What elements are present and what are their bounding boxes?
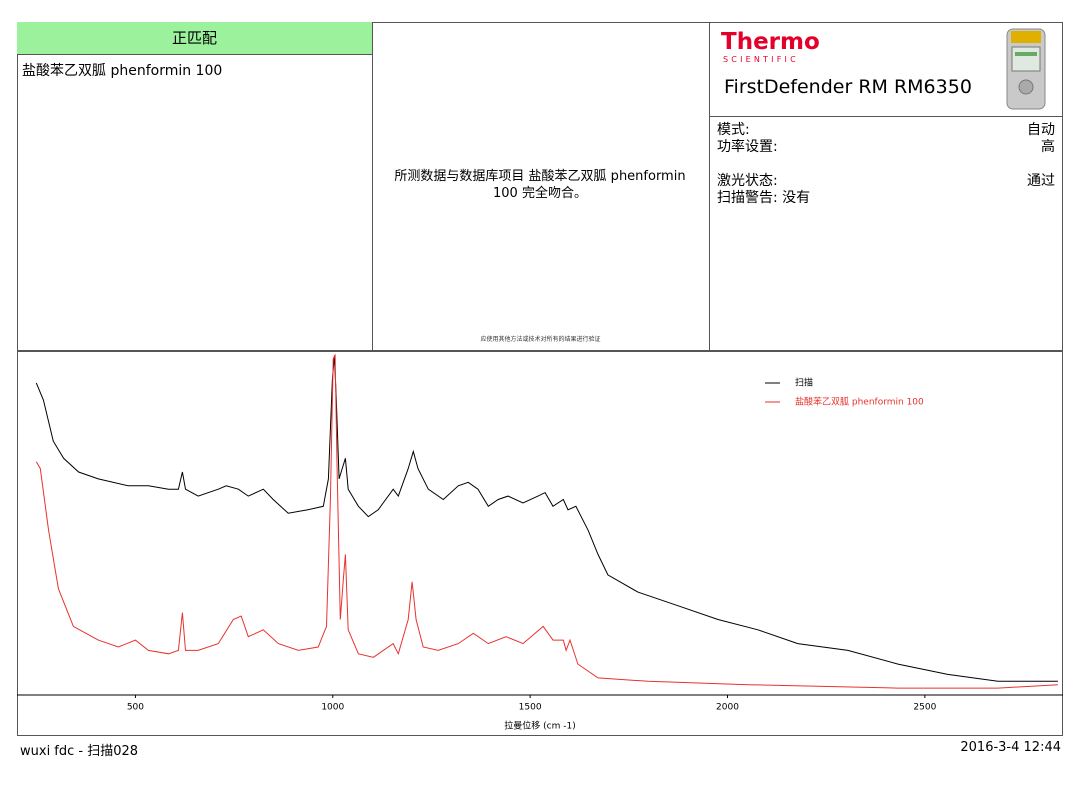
chart: 500 1000 1500 2000 2500 拉曼位移 (cm -1) 扫描盐酸苯乙双胍 …	[17, 353, 1063, 732]
setting-row: 扫描警告: 没有	[717, 190, 1055, 207]
setting-value: 自动	[1027, 122, 1055, 138]
x-tick-label: 2500	[913, 703, 936, 713]
setting-row: 模式: 自动	[717, 122, 1055, 139]
footer-left: wuxi fdc - 扫描028	[20, 744, 139, 759]
legend-label: 扫描	[795, 377, 813, 389]
brand-sub: SCIENTIFIC	[723, 55, 799, 64]
brand-name: Thermo	[721, 29, 820, 55]
divider	[17, 54, 372, 55]
setting-label: 激光状态:	[717, 173, 778, 189]
device-panel	[709, 22, 1063, 352]
chart-frame	[17, 350, 1063, 736]
x-axis-label: 拉曼位移 (cm -1)	[504, 720, 575, 732]
legend-label: 盐酸苯乙双胍 phenformin 100	[795, 396, 924, 408]
settings: 模式: 自动功率设置: 高激光状态: 通过扫描警告: 没有	[717, 122, 1055, 207]
setting-label: 功率设置:	[717, 139, 778, 155]
spectrum-line	[35, 353, 1058, 689]
x-tick-label: 2000	[716, 703, 739, 713]
setting-label: 模式:	[717, 122, 750, 138]
x-tick-label: 500	[127, 703, 144, 713]
setting-value: 通过	[1027, 173, 1055, 189]
verify-note: 应使用其他方法或技术对所有的结果进行验证	[480, 336, 601, 343]
setting-row: 功率设置: 高	[717, 139, 1055, 156]
spectrum-line	[35, 355, 1058, 682]
setting-row: 激光状态: 通过	[717, 173, 1055, 190]
device-image	[1006, 28, 1046, 110]
setting-value: 高	[1041, 139, 1055, 155]
divider	[709, 116, 1063, 117]
footer-right: 2016-3-4 12:44	[960, 740, 1061, 755]
match-name: 盐酸苯乙双胍 phenformin 100	[22, 63, 223, 79]
setting-label: 扫描警告: 没有	[717, 190, 811, 206]
x-tick-label: 1000	[321, 703, 344, 713]
device-model: FirstDefender RM RM6350	[724, 76, 972, 98]
x-tick-label: 1500	[519, 703, 542, 713]
match-status: 正匹配	[17, 22, 372, 55]
match-message: 所测数据与数据库项目 盐酸苯乙双胍 phenformin 100 完全吻合。	[394, 169, 686, 201]
